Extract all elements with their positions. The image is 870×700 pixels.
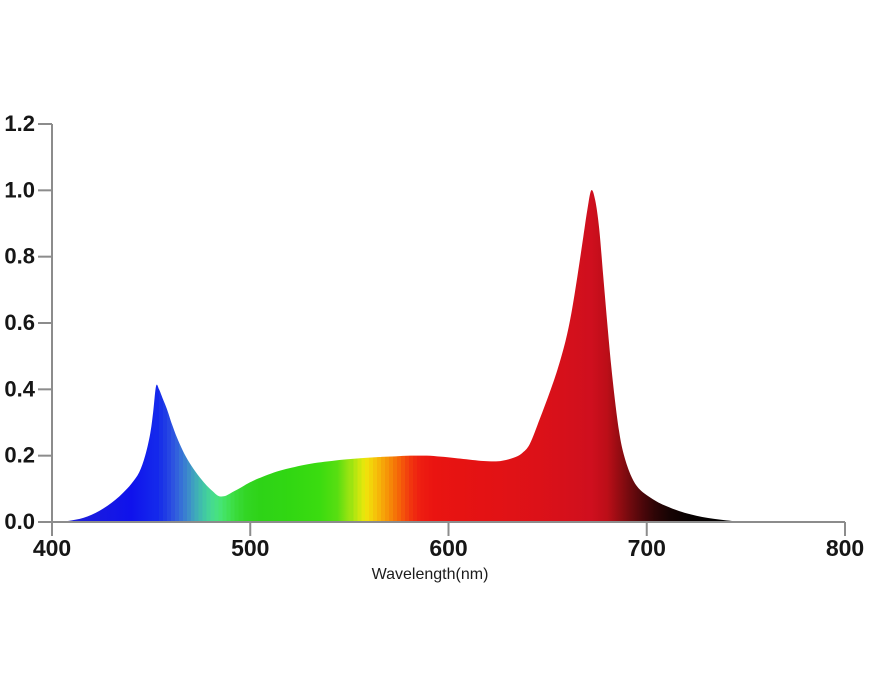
y-tick-label: 1.2 bbox=[4, 111, 35, 136]
y-tick-label: 0.8 bbox=[4, 244, 35, 269]
x-tick-label: 800 bbox=[826, 535, 864, 561]
y-tick-label: 1.0 bbox=[4, 177, 35, 202]
axis-tick-labels: 0.0 0.2 0.4 0.6 0.8 1.0 1.2 400 500 600 700 800 bbox=[4, 111, 864, 561]
y-tick-label: 0.4 bbox=[4, 376, 35, 401]
x-tick-label: 400 bbox=[33, 535, 71, 561]
y-tick-label: 0.6 bbox=[4, 310, 35, 335]
x-tick-label: 600 bbox=[429, 535, 467, 561]
x-axis-label: Wavelength(nm) bbox=[372, 566, 489, 583]
x-tick-label: 500 bbox=[231, 535, 269, 561]
axis-ticks bbox=[38, 123, 846, 536]
x-tick-label: 700 bbox=[628, 535, 666, 561]
y-tick-label: 0.0 bbox=[4, 509, 35, 534]
y-tick-label: 0.2 bbox=[4, 443, 35, 468]
spectrum-area bbox=[59, 190, 742, 522]
